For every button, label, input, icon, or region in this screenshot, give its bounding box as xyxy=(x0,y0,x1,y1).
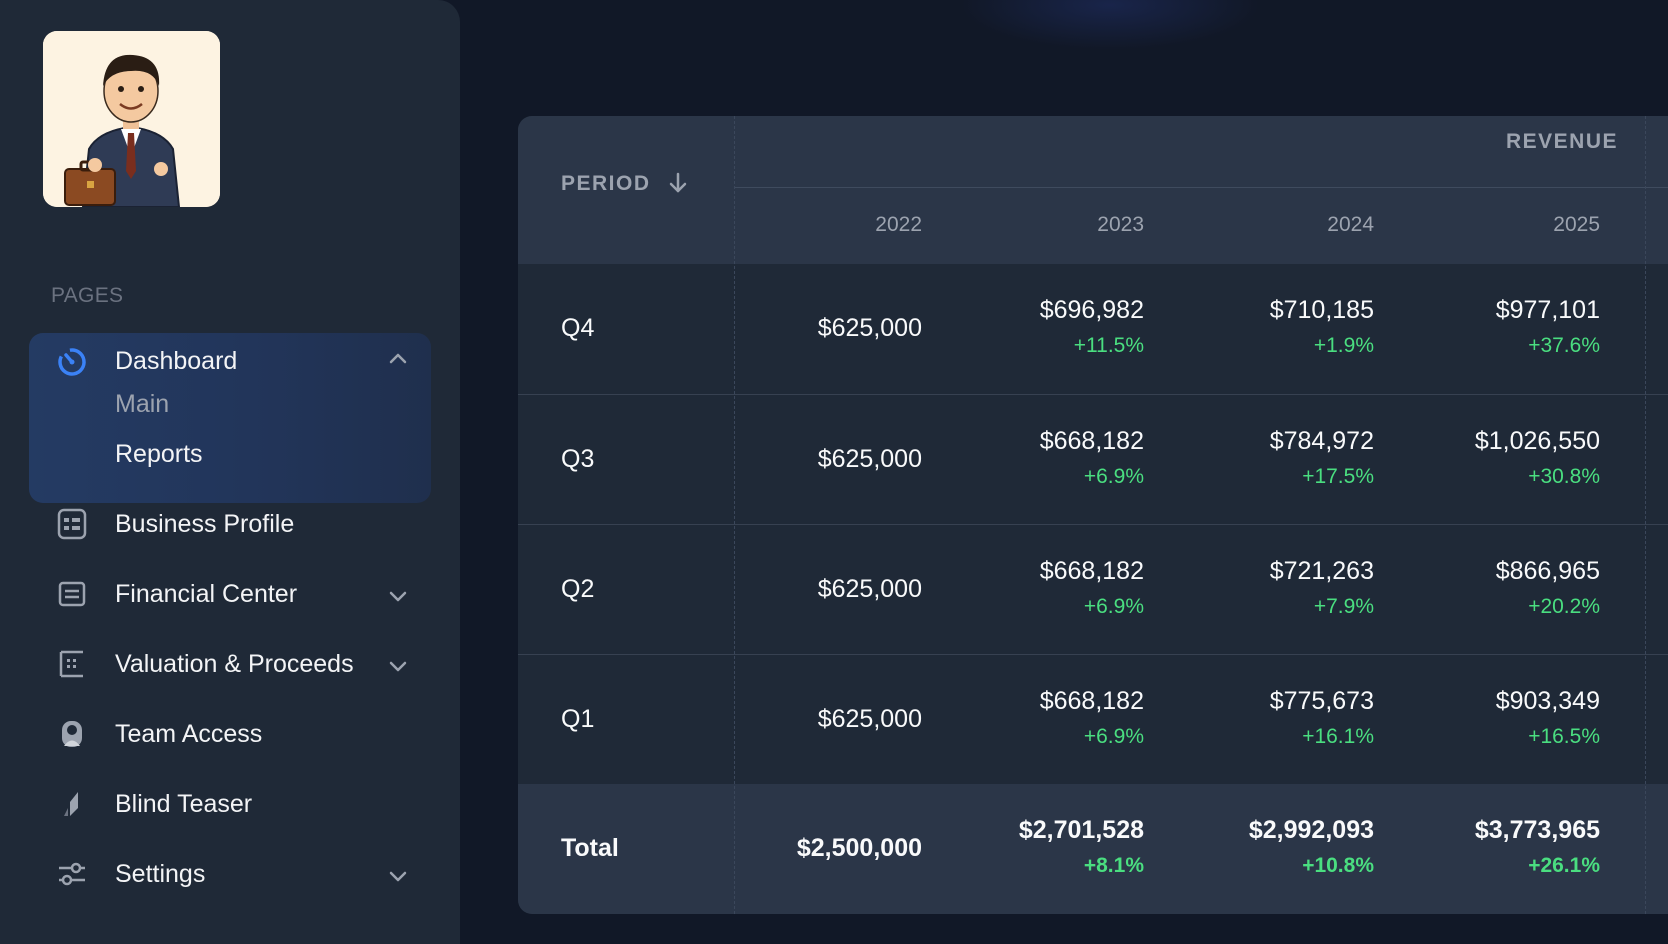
column-divider xyxy=(734,116,735,914)
sidebar-item-label: Business Profile xyxy=(115,510,295,538)
id-card-icon xyxy=(57,508,87,540)
calculator-icon xyxy=(59,650,83,678)
value-cell: $1,026,550 xyxy=(1474,427,1600,455)
sidebar-item-label: Team Access xyxy=(115,720,263,748)
sidebar-item-dashboard[interactable]: Dashboard xyxy=(0,333,460,389)
period-cell: Q3 xyxy=(561,445,595,473)
value-cell: $625,000 xyxy=(817,314,922,342)
change-badge: +20.2% xyxy=(1528,595,1600,618)
sidebar-item-team-access[interactable]: Team Access xyxy=(0,706,460,762)
sidebar-subitem-reports[interactable]: Reports xyxy=(115,440,203,468)
table-row: Q1 $625,000 $668,182 +6.9% $775,673 +16.… xyxy=(518,654,1668,785)
businessman-avatar-icon xyxy=(43,31,220,207)
value-cell: $710,185 xyxy=(1269,296,1374,324)
sidebar-group-dashboard xyxy=(29,333,431,503)
period-cell: Q2 xyxy=(561,575,595,603)
sort-descending-icon[interactable] xyxy=(665,170,691,196)
table-row: Q4 $625,000 $696,982 +11.5% $710,185 +1.… xyxy=(518,264,1668,394)
change-badge: +11.5% xyxy=(1073,334,1144,357)
change-badge: +8.1% xyxy=(1083,854,1144,877)
change-badge: +17.5% xyxy=(1302,465,1374,488)
column-header-period[interactable]: PERIOD xyxy=(561,172,651,195)
value-cell: $696,982 xyxy=(1039,296,1144,324)
document-icon xyxy=(58,581,86,607)
chevron-down-icon[interactable] xyxy=(386,584,410,608)
sidebar: PAGES Dashboard Main Reports Business Pr… xyxy=(0,0,460,944)
table-row: Q2 $625,000 $668,182 +6.9% $721,263 +7.9… xyxy=(518,524,1668,655)
sidebar-item-settings[interactable]: Settings xyxy=(0,846,460,902)
section-label-pages: PAGES xyxy=(51,284,124,307)
period-cell: Q1 xyxy=(561,705,595,733)
column-group-header-revenue: REVENUE xyxy=(1505,130,1618,153)
period-cell: Q4 xyxy=(561,314,595,342)
sidebar-subitem-main[interactable]: Main xyxy=(115,390,170,418)
dashboard-gauge-icon xyxy=(58,348,86,376)
value-cell: $977,101 xyxy=(1495,296,1600,324)
change-badge: +10.8% xyxy=(1302,854,1374,877)
column-header-year[interactable]: 2023 xyxy=(1097,213,1144,236)
table-header: PERIOD REVENUE 2022 2023 2024 2025 xyxy=(518,116,1668,264)
change-badge: +30.8% xyxy=(1528,465,1600,488)
value-cell: $625,000 xyxy=(817,705,922,733)
chevron-down-icon[interactable] xyxy=(386,864,410,888)
sidebar-item-label: Dashboard xyxy=(115,347,238,375)
revenue-table: PERIOD REVENUE 2022 2023 2024 2025 Q4 $6… xyxy=(518,116,1668,914)
change-badge: +16.5% xyxy=(1528,725,1600,748)
change-badge: +6.9% xyxy=(1083,725,1144,748)
header-glow xyxy=(960,0,1260,50)
column-divider xyxy=(1645,116,1646,914)
user-icon xyxy=(62,721,82,747)
chevron-down-icon[interactable] xyxy=(386,654,410,678)
change-badge: +6.9% xyxy=(1083,595,1144,618)
sidebar-item-financial-center[interactable]: Financial Center xyxy=(0,566,460,622)
value-cell: $625,000 xyxy=(817,445,922,473)
value-cell: $3,773,965 xyxy=(1474,816,1600,844)
column-header-year[interactable]: 2024 xyxy=(1327,213,1374,236)
chevron-up-icon[interactable] xyxy=(386,347,410,371)
teaser-icon xyxy=(64,792,78,816)
change-badge: +7.9% xyxy=(1313,595,1374,618)
change-badge: +16.1% xyxy=(1302,725,1374,748)
sidebar-item-blind-teaser[interactable]: Blind Teaser xyxy=(0,776,460,832)
value-cell: $2,500,000 xyxy=(796,834,922,862)
value-cell: $2,992,093 xyxy=(1248,816,1374,844)
sidebar-item-label: Financial Center xyxy=(115,580,298,608)
value-cell: $625,000 xyxy=(817,575,922,603)
value-cell: $775,673 xyxy=(1269,687,1374,715)
change-badge: +26.1% xyxy=(1528,854,1600,877)
change-badge: +6.9% xyxy=(1083,465,1144,488)
value-cell: $668,182 xyxy=(1039,687,1144,715)
change-badge: +1.9% xyxy=(1313,334,1374,357)
change-badge: +37.6% xyxy=(1528,334,1600,357)
value-cell: $2,701,528 xyxy=(1018,816,1144,844)
header-divider xyxy=(734,187,1668,188)
value-cell: $784,972 xyxy=(1269,427,1374,455)
sidebar-item-valuation-proceeds[interactable]: Valuation & Proceeds xyxy=(0,636,460,692)
avatar[interactable] xyxy=(43,31,220,207)
value-cell: $721,263 xyxy=(1269,557,1374,585)
period-cell: Total xyxy=(561,834,619,862)
sidebar-item-label: Valuation & Proceeds xyxy=(115,650,354,678)
table-total-row: Total $2,500,000 $2,701,528 +8.1% $2,992… xyxy=(518,784,1668,914)
column-header-year[interactable]: 2025 xyxy=(1553,213,1600,236)
value-cell: $866,965 xyxy=(1495,557,1600,585)
column-header-year[interactable]: 2022 xyxy=(875,213,922,236)
value-cell: $668,182 xyxy=(1039,427,1144,455)
table-row: Q3 $625,000 $668,182 +6.9% $784,972 +17.… xyxy=(518,394,1668,525)
sidebar-item-business-profile[interactable]: Business Profile xyxy=(0,496,460,552)
sidebar-item-label: Settings xyxy=(115,860,206,888)
value-cell: $903,349 xyxy=(1495,687,1600,715)
sliders-icon xyxy=(59,862,85,886)
value-cell: $668,182 xyxy=(1039,557,1144,585)
sidebar-item-label: Blind Teaser xyxy=(115,790,253,818)
